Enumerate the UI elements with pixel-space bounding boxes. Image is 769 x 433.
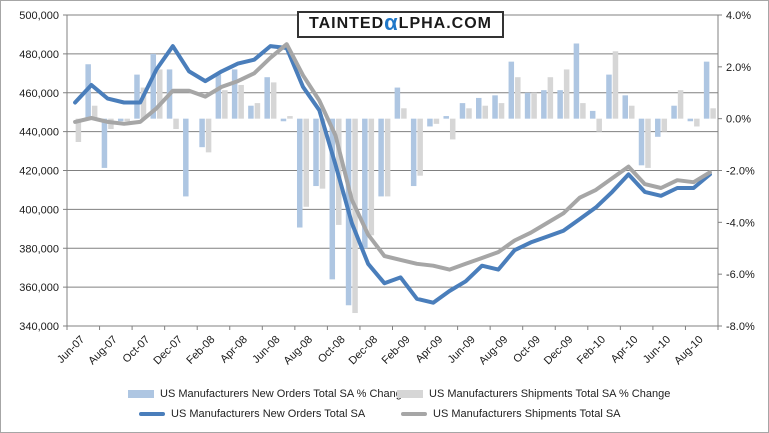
svg-text:Dec-08: Dec-08 xyxy=(347,334,381,368)
svg-text:0.0%: 0.0% xyxy=(726,114,751,126)
legend-label: US Manufacturers Shipments Total SA xyxy=(433,408,621,420)
legend-shipments-pct: US Manufacturers Shipments Total SA % Ch… xyxy=(397,388,670,400)
svg-text:Dec-07: Dec-07 xyxy=(151,334,185,368)
svg-text:Jun-08: Jun-08 xyxy=(250,334,282,366)
svg-text:4.0%: 4.0% xyxy=(726,10,751,22)
logo-alpha-icon: α xyxy=(384,10,399,35)
svg-text:2.0%: 2.0% xyxy=(726,62,751,74)
new-orders-line-swatch xyxy=(139,412,165,416)
svg-text:Aug-07: Aug-07 xyxy=(86,334,120,368)
logo-prefix: TAINTED xyxy=(309,15,385,32)
svg-text:Oct-08: Oct-08 xyxy=(316,334,348,366)
svg-text:Apr-09: Apr-09 xyxy=(413,334,445,366)
svg-text:Aug-09: Aug-09 xyxy=(477,334,511,368)
svg-text:Oct-07: Oct-07 xyxy=(121,334,153,366)
legend-label: US Manufacturers New Orders Total SA % C… xyxy=(160,388,409,400)
svg-text:Apr-10: Apr-10 xyxy=(609,334,641,366)
svg-text:380,000: 380,000 xyxy=(19,243,59,255)
new-orders-pct-bar-swatch xyxy=(128,390,154,398)
tainted-alpha-logo: TAINTEDαLPHA.COM xyxy=(297,11,504,38)
svg-text:Feb-10: Feb-10 xyxy=(575,334,608,367)
left-axis-labels: 500,000 480,000 460,000 440,000 420,000 400,0… xyxy=(19,10,59,333)
svg-text:-6.0%: -6.0% xyxy=(726,269,755,281)
shipments-pct-bar-swatch xyxy=(397,390,423,398)
svg-text:Apr-08: Apr-08 xyxy=(218,334,250,366)
svg-text:360,000: 360,000 xyxy=(19,282,59,294)
svg-text:400,000: 400,000 xyxy=(19,204,59,216)
logo-suffix: LPHA.COM xyxy=(398,15,492,32)
svg-text:Dec-09: Dec-09 xyxy=(542,334,576,368)
svg-text:440,000: 440,000 xyxy=(19,127,59,139)
svg-text:Aug-08: Aug-08 xyxy=(282,334,316,368)
axis-ticks xyxy=(63,14,722,330)
svg-text:340,000: 340,000 xyxy=(19,321,59,333)
legend-new-orders-level: US Manufacturers New Orders Total SA xyxy=(139,408,365,420)
svg-text:500,000: 500,000 xyxy=(19,10,59,22)
svg-text:Jun-09: Jun-09 xyxy=(446,334,478,366)
new-orders-line xyxy=(73,44,712,305)
legend-label: US Manufacturers New Orders Total SA xyxy=(171,408,366,420)
shipments-line-swatch xyxy=(401,412,427,416)
svg-text:-4.0%: -4.0% xyxy=(726,217,755,229)
svg-text:-2.0%: -2.0% xyxy=(726,166,755,178)
svg-text:Jun-10: Jun-10 xyxy=(641,334,673,366)
svg-text:420,000: 420,000 xyxy=(19,166,59,178)
right-axis-labels: 4.0% 2.0% 0.0% -2.0% -4.0% -6.0% -8.0% xyxy=(726,10,755,333)
legend-new-orders-pct: US Manufacturers New Orders Total SA % C… xyxy=(128,388,408,400)
svg-text:Aug-10: Aug-10 xyxy=(672,334,706,368)
legend-shipments-level: US Manufacturers Shipments Total SA xyxy=(401,408,621,420)
shipments-line xyxy=(73,42,712,272)
svg-text:Oct-09: Oct-09 xyxy=(511,334,543,366)
svg-text:Feb-08: Feb-08 xyxy=(184,334,217,367)
svg-text:-8.0%: -8.0% xyxy=(726,321,755,333)
svg-text:480,000: 480,000 xyxy=(19,49,59,61)
svg-text:Jun-07: Jun-07 xyxy=(55,334,87,366)
svg-text:Feb-09: Feb-09 xyxy=(380,334,413,367)
svg-text:460,000: 460,000 xyxy=(19,88,59,100)
legend-label: US Manufacturers Shipments Total SA % Ch… xyxy=(429,388,671,400)
